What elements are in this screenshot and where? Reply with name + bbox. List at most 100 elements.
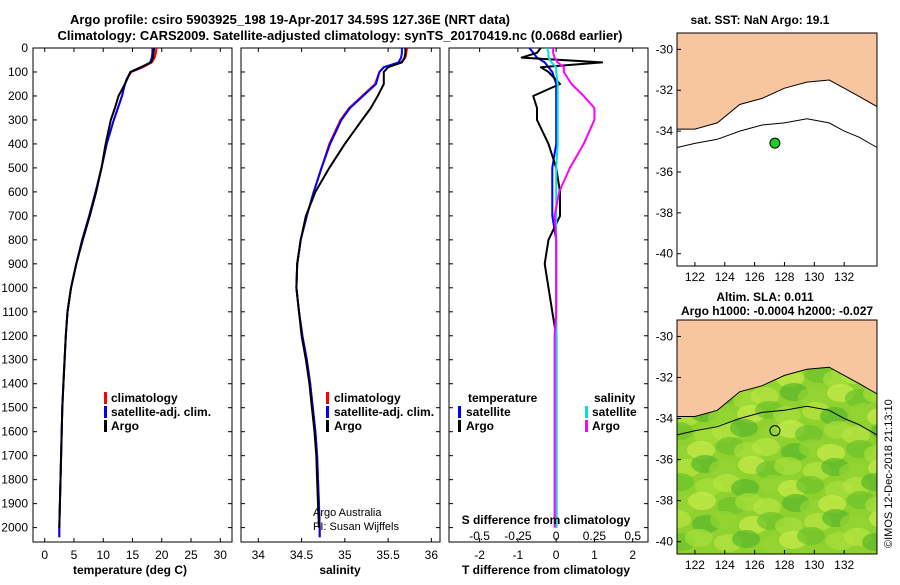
annotation-line2: PI: Susan Wijffels: [313, 521, 399, 533]
depth-tick-label: 1100: [2, 305, 28, 319]
sla-patch: [869, 510, 877, 528]
depth-tick-label: 300: [8, 113, 28, 127]
sla-patch: [688, 492, 716, 510]
x-tick-label: 10: [97, 548, 111, 562]
temperature-xlabel: temperature (deg C): [73, 563, 187, 577]
map-top: 122 124 126 128 130 132 -30 -32 -34 -36 -38 -40: [656, 32, 878, 284]
lat-tick-label: -30: [656, 329, 674, 343]
depth-tick-label: 600: [8, 185, 28, 199]
land-mass: [676, 319, 878, 417]
lon-tick-label: 132: [834, 558, 854, 572]
legend-argo-swatch: [104, 420, 107, 432]
series-line-climatology: [295, 47, 409, 538]
depth-tick-label: 800: [8, 233, 28, 247]
legend-t-argo-label: Argo: [466, 419, 494, 433]
legend-climatology-label: climatology: [334, 391, 401, 405]
lon-tick-label: 130: [804, 270, 824, 284]
sla-patch: [709, 460, 737, 478]
map-frame: [676, 319, 878, 555]
x-top-tick-label: 0: [553, 529, 560, 543]
depth-tick-label: 2000: [1, 521, 28, 535]
temperature-plot: 0 5 10 15 20 25 30: [33, 47, 232, 562]
imos-credit: ©IMOS 12-Dec-2018 21:13:10: [883, 399, 895, 548]
sla-patch: [871, 423, 877, 439]
sla-patch: [839, 463, 867, 481]
depth-tick-label: 1900: [1, 497, 28, 511]
difference-panel-frame: [448, 47, 649, 543]
map-bottom: 122 124 126 128 130 132 -30 -32 -34 -36 -38 -40: [656, 319, 878, 572]
x-tick-label: 36: [425, 548, 439, 562]
temperature-panel-frame: [32, 47, 233, 543]
sla-patch: [677, 422, 693, 440]
sla-patch: [752, 438, 780, 456]
legend-satellite-label: satellite-adj. clim.: [111, 405, 211, 419]
sla-patch: [864, 445, 877, 463]
depth-tick-label: 200: [8, 89, 28, 103]
sla-patch: [753, 498, 781, 516]
difference-legend: temperature satellite Argo salinity sate…: [458, 391, 637, 433]
sla-patch: [730, 419, 758, 437]
sla-patch: [774, 457, 802, 475]
x-tick-label: 0: [553, 548, 560, 562]
sla-patch: [865, 496, 877, 514]
series-line-s-satellite: [546, 47, 559, 528]
depth-tick-label: 700: [8, 209, 28, 223]
lon-tick-label: 124: [715, 558, 735, 572]
depth-axis: 0 100 200 300 400 500 600 700 800 900 1000 1100 1200…: [1, 41, 28, 535]
lon-tick-label: 122: [685, 558, 705, 572]
depth-tick-label: 900: [8, 257, 28, 271]
x-top-tick-label: -0.25: [504, 529, 532, 543]
legend-argo-label: Argo: [334, 419, 362, 433]
salinity-legend: climatology satellite-adj. clim. Argo: [326, 391, 434, 433]
legend-satellite-label: satellite-adj. clim.: [334, 405, 434, 419]
series-line-satellite-adj-clim-: [295, 48, 403, 538]
sla-patch: [677, 510, 691, 528]
legend-temperature-title: temperature: [468, 391, 538, 405]
legend-satellite-swatch: [326, 406, 329, 418]
sla-patch: [868, 459, 877, 477]
series-line-s-argo: [552, 48, 596, 528]
lon-tick-label: 130: [804, 558, 824, 572]
salinity-panel-frame: [240, 47, 441, 543]
sla-patch: [817, 444, 845, 462]
depth-tick-label: 0: [21, 41, 28, 55]
lat-tick-label: -40: [656, 535, 674, 549]
series-line-t-satellite: [528, 47, 558, 528]
depth-tick-label: 1700: [1, 449, 28, 463]
x-tick-label: 35: [338, 548, 352, 562]
legend-argo-swatch: [326, 420, 329, 432]
legend-climatology-label: climatology: [111, 391, 178, 405]
x-top-tick-label: 0.5: [624, 529, 641, 543]
x-tick-label: 34: [252, 548, 266, 562]
lon-tick-label: 128: [774, 558, 794, 572]
salinity-xlabel: salinity: [319, 563, 361, 577]
temperature-legend: climatology satellite-adj. clim. Argo: [104, 391, 211, 433]
depth-tick-label: 1000: [1, 281, 28, 295]
x-tick-label: 34.5: [290, 548, 314, 562]
depth-tick-label: 500: [8, 161, 28, 175]
depth-tick-label: 400: [8, 137, 28, 151]
legend-t-satellite-swatch: [458, 406, 461, 418]
x-tick-label: 2: [629, 548, 636, 562]
lon-tick-label: 122: [685, 270, 705, 284]
sla-patch: [867, 408, 877, 426]
x-tick-label: 5: [71, 548, 78, 562]
land-mass: [676, 32, 878, 130]
legend-t-satellite-label: satellite: [466, 405, 511, 419]
lat-tick-label: -36: [656, 165, 674, 179]
depth-tick-label: 1200: [1, 329, 28, 343]
legend-s-satellite-swatch: [585, 406, 588, 418]
sla-patch: [685, 529, 713, 547]
sla-patch: [818, 495, 846, 513]
sla-patch: [861, 473, 877, 491]
map-top-title: sat. SST: NaN Argo: 19.1: [691, 13, 830, 27]
depth-tick-label: 1600: [1, 425, 28, 439]
difference-top-label: S difference from climatology: [462, 513, 631, 527]
legend-argo-label: Argo: [111, 419, 139, 433]
depth-contour: [676, 118, 878, 148]
x-tick-label: 20: [155, 548, 169, 562]
sla-patch: [732, 530, 760, 548]
argo-float-marker: [769, 425, 781, 437]
series-line-argo: [295, 48, 407, 528]
